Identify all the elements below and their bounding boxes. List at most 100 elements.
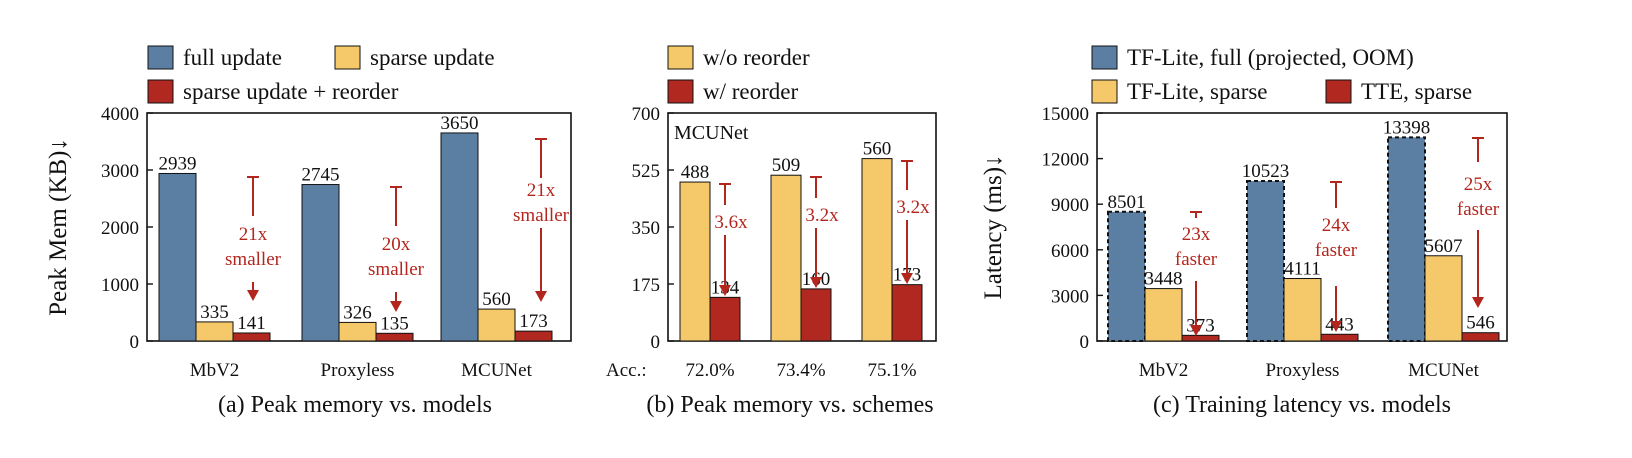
bar-1-1 xyxy=(1283,278,1322,342)
bar-1-2 xyxy=(891,284,923,342)
x-tick-label: 75.1% xyxy=(867,360,916,381)
bar-value-label: 509 xyxy=(772,155,801,176)
bar-0-0 xyxy=(1107,210,1146,342)
y-tick-label: 1000 xyxy=(101,275,139,296)
bar-1-2 xyxy=(1424,255,1463,342)
bar-0-2 xyxy=(1387,136,1426,342)
panel-caption: (c) Training latency vs. models xyxy=(1153,392,1451,418)
y-axis-label: Peak Mem (KB)↓ xyxy=(45,138,72,316)
panel-caption: (b) Peak memory vs. schemes xyxy=(646,392,933,418)
chart-panel-1: 017535052570048813472.0%3.6x50916073.4%3… xyxy=(606,45,937,418)
bar-value-label: 173 xyxy=(519,311,548,332)
annotation-label: faster xyxy=(1457,199,1500,220)
bar-value-label: 135 xyxy=(380,313,409,334)
bar-0-2 xyxy=(861,158,893,342)
bar-value-label: 560 xyxy=(863,139,892,160)
annotation-label: 3.6x xyxy=(714,212,748,233)
y-tick-label: 15000 xyxy=(1042,104,1090,125)
bar-1-0 xyxy=(709,296,741,342)
y-tick-label: 0 xyxy=(1080,332,1090,353)
y-tick-label: 6000 xyxy=(1051,241,1089,262)
y-tick-label: 2000 xyxy=(101,218,139,239)
chart-panel-2: 0 3000 6000 9000 12000 15000 Latency (ms)↓ 8501… xyxy=(980,45,1508,418)
legend-swatch xyxy=(1091,79,1118,104)
inset-label: MCUNet xyxy=(674,122,749,144)
bar-0-0 xyxy=(158,172,197,342)
y-tick-label: 525 xyxy=(632,161,661,182)
bar-0-2 xyxy=(440,132,479,342)
annotation-label: 20x xyxy=(382,234,411,255)
annotation-label: 3.2x xyxy=(805,205,839,226)
bar-1-0 xyxy=(1144,288,1183,342)
legend-label: TF-Lite, sparse xyxy=(1127,79,1268,104)
x-tick-label: Proxyless xyxy=(321,360,395,381)
bar-1-1 xyxy=(338,321,377,342)
annotation-label: 21x xyxy=(239,224,268,245)
panel-caption: (a) Peak memory vs. models xyxy=(218,392,492,418)
y-tick-label: 175 xyxy=(632,275,661,296)
x-tick-label: MCUNet xyxy=(461,360,532,381)
x-tick-label: MbV2 xyxy=(190,360,240,381)
bar-2-0 xyxy=(232,332,271,342)
bar-0-1 xyxy=(1246,180,1285,342)
annotation-label: smaller xyxy=(225,249,282,270)
legend-label: TF-Lite, full (projected, OOM) xyxy=(1127,45,1414,70)
legend-label: w/ reorder xyxy=(703,79,798,104)
bar-value-label: 5607 xyxy=(1425,236,1463,257)
bar-1-2 xyxy=(477,308,516,342)
bar-2-1 xyxy=(375,332,414,342)
bar-value-label: 4111 xyxy=(1284,259,1321,280)
legend-swatch xyxy=(667,45,694,70)
reduction-arrow xyxy=(810,176,822,288)
bar-value-label: 8501 xyxy=(1108,192,1146,213)
x-tick-label: Proxyless xyxy=(1266,360,1340,381)
y-tick-label: 3000 xyxy=(1051,286,1089,307)
x-tick-label: 73.4% xyxy=(776,360,825,381)
annotation-label: 3.2x xyxy=(896,197,930,218)
bar-2-1 xyxy=(1320,333,1359,342)
arrow-head xyxy=(810,277,822,288)
y-tick-label: 0 xyxy=(130,332,140,353)
legend-label: full update xyxy=(183,45,282,70)
annotation-label: smaller xyxy=(368,259,425,280)
y-tick-label: 350 xyxy=(632,218,661,239)
legend-swatch xyxy=(1091,45,1118,70)
bar-0-1 xyxy=(770,174,802,342)
legend-label: w/o reorder xyxy=(703,45,810,70)
annotation-label: smaller xyxy=(513,205,570,226)
reduction-arrow xyxy=(1190,211,1202,336)
annotation-label: 23x xyxy=(1182,224,1211,245)
y-tick-label: 700 xyxy=(632,104,661,125)
reduction-arrow xyxy=(390,186,402,312)
reduction-arrow xyxy=(247,176,259,301)
bar-2-2 xyxy=(1461,332,1500,342)
y-tick-label: 9000 xyxy=(1051,195,1089,216)
annotation-label: 25x xyxy=(1464,174,1493,195)
bar-value-label: 141 xyxy=(237,313,266,334)
bar-value-label: 546 xyxy=(1466,313,1495,334)
bar-1-0 xyxy=(195,321,234,342)
bar-0-0 xyxy=(679,181,711,342)
chart-panel-0: 0 1000 2000 3000 4000 Peak Mem (KB)↓ 2939 335 14… xyxy=(45,45,572,418)
bar-2-2 xyxy=(514,330,553,342)
y-tick-label: 0 xyxy=(651,332,661,353)
reduction-arrow xyxy=(901,160,913,284)
arrow-head xyxy=(1190,325,1202,336)
arrow-head xyxy=(1330,321,1342,332)
bar-value-label: 2745 xyxy=(302,165,340,186)
reduction-arrow xyxy=(1330,181,1342,332)
legend-label: sparse update xyxy=(370,45,495,70)
legend-label: sparse update + reorder xyxy=(183,79,399,104)
reduction-arrow xyxy=(535,138,547,302)
x-tick-label: MCUNet xyxy=(1408,360,1479,381)
arrow-head xyxy=(719,285,731,296)
legend-swatch xyxy=(147,45,174,70)
y-tick-label: 12000 xyxy=(1042,150,1090,171)
arrow-head xyxy=(901,273,913,284)
y-tick-label: 3000 xyxy=(101,161,139,182)
legend-swatch xyxy=(334,45,361,70)
annotation-label: faster xyxy=(1315,240,1358,261)
y-axis-label: Latency (ms)↓ xyxy=(980,154,1007,299)
